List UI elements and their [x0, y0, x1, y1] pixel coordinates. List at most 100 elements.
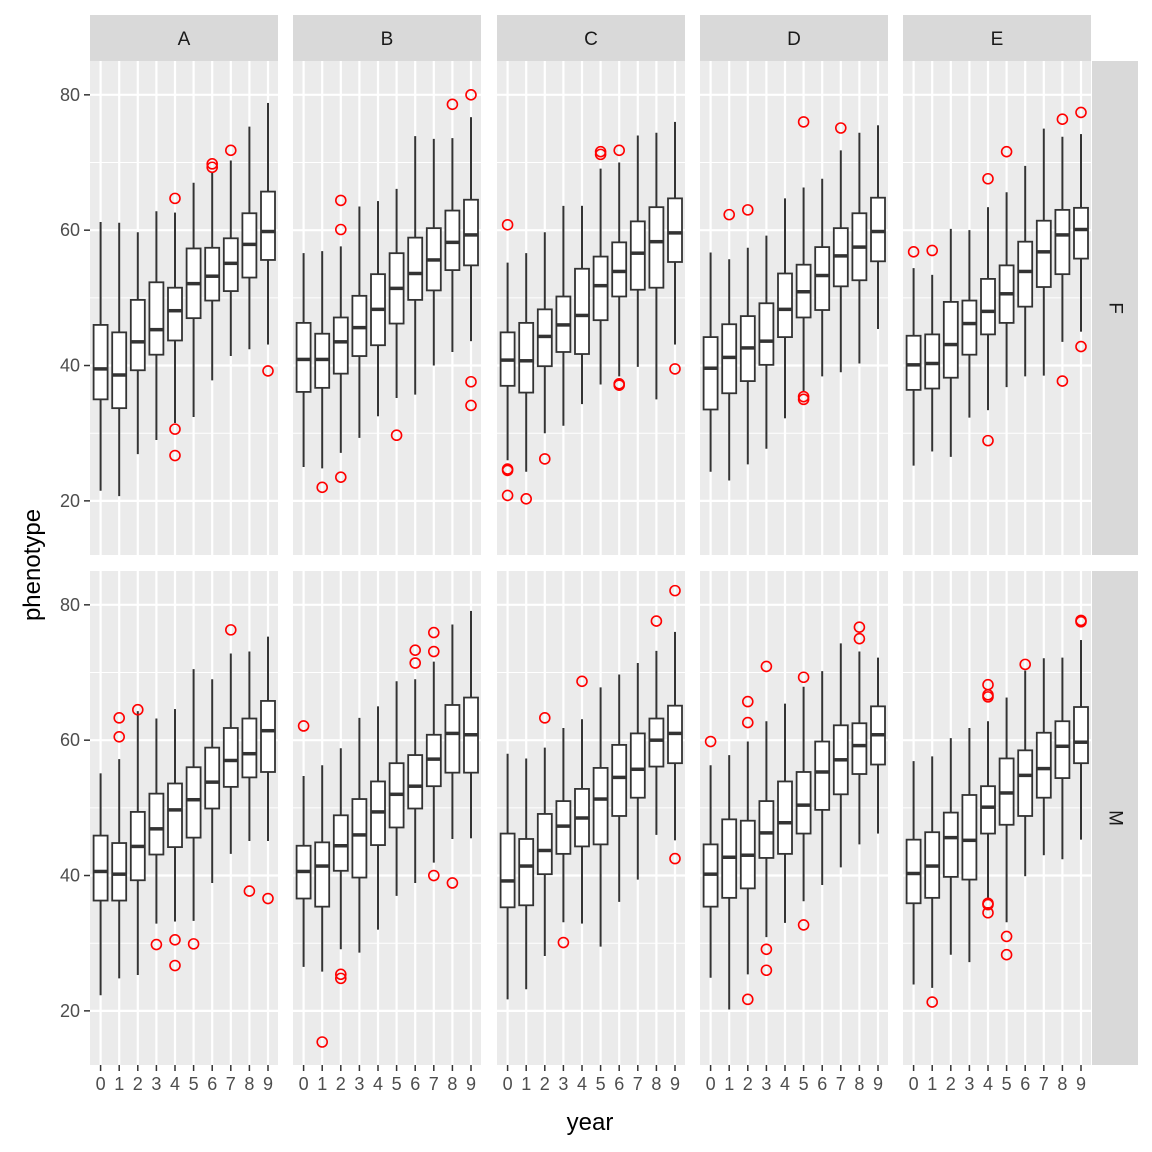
iqr-box [332, 814, 349, 872]
x-tick-label: 2 [336, 1074, 346, 1094]
boxplot-E-F-year-6 [1017, 165, 1034, 377]
outlier-point [1019, 658, 1031, 671]
x-tick-label: 4 [983, 1074, 993, 1094]
iqr-box [1054, 208, 1071, 276]
column-strip-E [903, 15, 1091, 61]
outlier-point [169, 959, 181, 972]
outlier-point [669, 852, 681, 865]
outlier-point [316, 481, 329, 494]
column-strip-label-C: C [584, 29, 598, 50]
iqr-box [407, 236, 424, 301]
outlier-point [334, 223, 347, 236]
outlier-point [741, 204, 754, 216]
boxplot-E-M-year-3 [961, 727, 978, 963]
outlier-point [465, 399, 477, 412]
boxplot-C-M-year-7 [629, 663, 646, 880]
iqr-box [167, 782, 183, 848]
x-tick-label: 4 [373, 1074, 383, 1094]
y-tick-label: 20 [60, 1001, 80, 1021]
iqr-box [648, 206, 665, 289]
iqr-box [961, 299, 978, 356]
boxplot-D-M-year-9 [870, 657, 886, 834]
outlier-point [557, 936, 570, 949]
outlier-point [334, 194, 347, 207]
iqr-box [1054, 720, 1071, 779]
outlier-point [594, 148, 607, 161]
outlier-point [834, 122, 847, 134]
x-tick-label: 9 [263, 1074, 273, 1094]
boxplot-A-F-year-4 [167, 192, 183, 462]
x-tick-label: 2 [133, 1074, 143, 1094]
boxplot-B-M-year-9 [463, 610, 479, 839]
boxplot-B-M-year-2 [332, 748, 349, 985]
outlier-point [741, 695, 754, 708]
y-tick-label: 80 [60, 595, 80, 615]
boxplot-C-F-year-4 [574, 205, 590, 405]
outlier-point [150, 938, 163, 951]
outlier-point [576, 675, 588, 688]
outlier-point [760, 660, 773, 673]
panel-background [90, 571, 278, 1065]
boxplot-D-F-year-6 [814, 178, 831, 377]
boxplot-E-M-year-8 [1054, 657, 1071, 860]
boxplot-B-M-year-7 [425, 626, 442, 882]
outlier-point [853, 632, 866, 645]
panel-background [293, 61, 481, 555]
x-tick-label: 3 [354, 1074, 364, 1094]
outlier-point [334, 968, 347, 981]
x-tick-label: 7 [836, 1074, 846, 1094]
x-tick-label: 7 [429, 1074, 439, 1094]
x-tick-label: 7 [226, 1074, 236, 1094]
outlier-point [187, 938, 200, 950]
iqr-box [463, 198, 479, 267]
outlier-point [741, 716, 754, 729]
boxplot-C-M-year-1 [518, 758, 535, 990]
boxplot-B-M-year-5 [388, 681, 405, 896]
outlier-point [501, 464, 514, 477]
iqr-box [667, 197, 683, 263]
boxplot-D-F-year-1 [721, 208, 738, 481]
boxplot-D-M-year-4 [777, 703, 793, 923]
iqr-box [574, 267, 590, 355]
iqr-box [499, 832, 516, 909]
boxplot-C-M-year-6 [611, 674, 628, 902]
outlier-point [1075, 340, 1087, 353]
y-tick-label: 40 [60, 356, 80, 376]
iqr-box [536, 813, 553, 876]
boxplot-D-F-year-7 [832, 122, 849, 373]
x-tick-label: 1 [317, 1074, 327, 1094]
outlier-point [501, 218, 514, 231]
x-tick-label: 6 [614, 1074, 624, 1094]
column-strip-D [700, 15, 888, 61]
boxplot-D-F-year-8 [851, 132, 868, 364]
boxplot-B-F-year-0 [295, 253, 312, 468]
outlier-point [797, 393, 810, 406]
iqr-box [444, 209, 461, 272]
x-tick-label: 9 [466, 1074, 476, 1094]
iqr-box [260, 700, 276, 773]
iqr-box [92, 324, 109, 401]
y-tick-label: 60 [60, 220, 80, 240]
x-tick-label: 8 [854, 1074, 864, 1094]
boxplot-E-M-year-0 [905, 761, 922, 985]
boxplot-D-M-year-8 [851, 621, 868, 845]
iqr-box [942, 301, 959, 379]
facet-panel-E-F [903, 61, 1091, 555]
boxplot-B-F-year-3 [351, 206, 368, 438]
outlier-point [538, 453, 551, 465]
boxplot-A-M-year-4 [167, 709, 183, 972]
iqr-box [129, 298, 146, 372]
boxplot-E-F-year-9 [1073, 106, 1089, 353]
boxplot-D-M-year-3 [758, 660, 775, 977]
iqr-box [795, 771, 812, 835]
boxplot-B-M-year-8 [444, 624, 461, 889]
y-tick-label: 80 [60, 85, 80, 105]
x-tick-label: 3 [151, 1074, 161, 1094]
boxplot-D-M-year-5 [795, 671, 812, 931]
x-tick-label: 0 [503, 1074, 513, 1094]
iqr-box [1073, 206, 1089, 260]
boxplot-A-F-year-9 [260, 102, 276, 377]
iqr-box [924, 333, 941, 390]
boxplot-B-F-year-1 [314, 251, 331, 494]
boxplot-E-M-year-4 [980, 678, 996, 919]
